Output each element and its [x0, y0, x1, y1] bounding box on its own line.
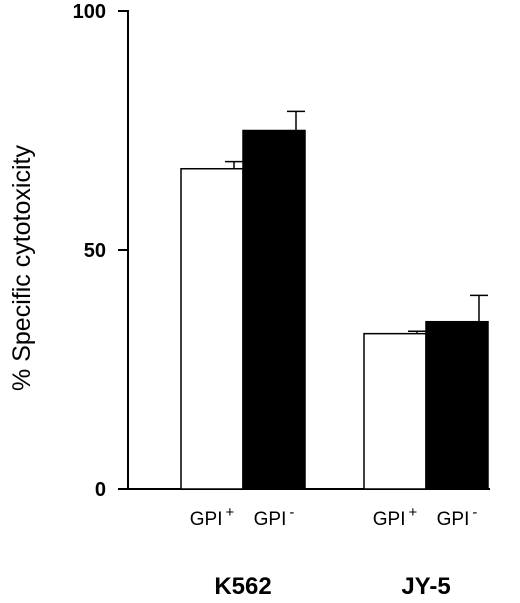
bar-label: GPI + — [190, 504, 235, 530]
bars — [180, 110, 489, 490]
y-tick-label: 0 — [95, 479, 106, 501]
bar — [425, 320, 489, 490]
group-label: K562 — [214, 573, 271, 600]
y-tick-label: 100 — [73, 1, 106, 23]
bar — [363, 332, 427, 490]
group-label: JY-5 — [401, 573, 450, 600]
y-ticks: 0 50 100 — [73, 1, 128, 501]
y-axis-label: % Specific cytotoxicity — [8, 145, 36, 391]
bar — [180, 167, 244, 490]
group-labels: K562 JY-5 — [214, 573, 450, 600]
y-tick-label: 50 — [84, 240, 106, 262]
bar-label: GPI - — [254, 504, 295, 530]
bar-label: GPI - — [437, 504, 478, 530]
bar-labels: GPI + GPI - GPI + GPI - — [190, 504, 478, 530]
bar — [242, 129, 306, 490]
bar-label: GPI + — [373, 504, 418, 530]
